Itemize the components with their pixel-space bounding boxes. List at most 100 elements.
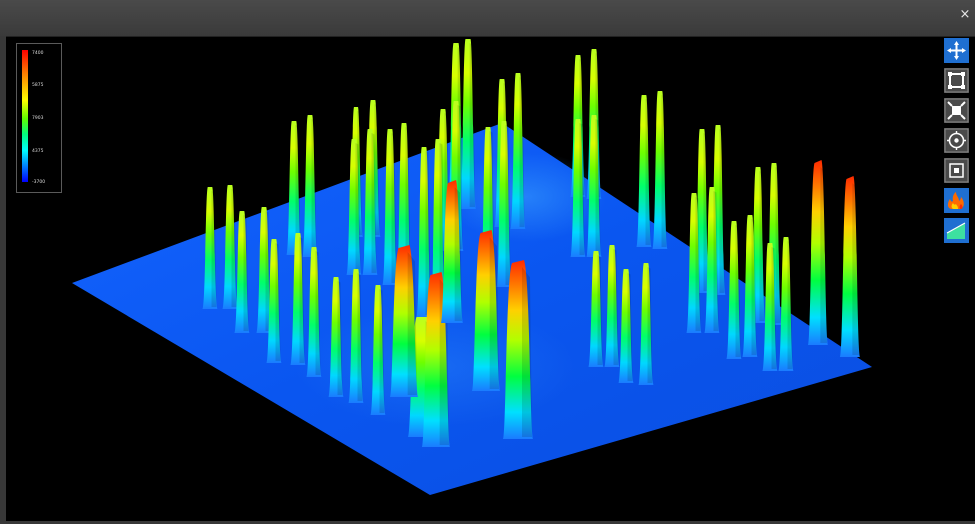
surface-peak xyxy=(588,251,604,367)
surface-peak-shade xyxy=(647,267,653,383)
surface-peak xyxy=(510,73,526,229)
surface-peak xyxy=(638,263,654,385)
surface-peak xyxy=(302,115,318,257)
surface-peak-shade xyxy=(579,123,585,255)
rotate-view-icon xyxy=(944,128,969,153)
window-frame-bottom xyxy=(0,521,975,524)
surface-peak-shade xyxy=(374,104,380,235)
surface-peak xyxy=(290,233,306,365)
move-icon xyxy=(944,38,969,63)
surface-peak xyxy=(202,187,218,309)
surface-plot[interactable] xyxy=(6,37,975,521)
surface-peak-shade xyxy=(337,281,343,395)
surface-peaks xyxy=(202,39,860,447)
surface-peak-hot xyxy=(441,180,463,323)
title-bar: × xyxy=(0,0,975,37)
surface-peak-shade xyxy=(771,247,777,369)
surface-peak-shade xyxy=(454,187,462,321)
surface-peak xyxy=(778,237,794,371)
surface-peak xyxy=(382,129,398,285)
surface-peak-shade xyxy=(820,167,827,343)
surface-peak-shade xyxy=(231,189,237,307)
surface-peak-shade xyxy=(613,249,619,365)
color-scale-legend: 7400 5875 7903 4375 -3700 xyxy=(16,43,62,193)
color-map-icon xyxy=(944,188,969,213)
fit-view-icon xyxy=(944,98,969,123)
surface-peak xyxy=(328,277,344,397)
surface-peak-shade xyxy=(751,219,757,355)
surface-peak-shade xyxy=(275,243,281,361)
surface-peak-shade xyxy=(595,119,601,255)
surface-peak-hot xyxy=(390,245,418,397)
surface-peak-shade xyxy=(371,133,377,273)
zoom-extents-button[interactable] xyxy=(944,68,969,93)
surface-peak-shade xyxy=(719,129,725,293)
legend-tick-label: -3700 xyxy=(32,180,46,185)
surface-peak-shade xyxy=(405,127,411,283)
zoom-region-button[interactable] xyxy=(944,158,969,183)
surface-peak-shade xyxy=(407,252,417,395)
surface-peak-shade xyxy=(425,151,431,315)
surface-peak xyxy=(416,147,432,317)
legend-tick-label: 7903 xyxy=(32,116,44,121)
surface-peak-shade xyxy=(489,237,499,389)
surface-peak-shade xyxy=(391,133,397,283)
surface-peak xyxy=(762,243,778,371)
fit-view-button[interactable] xyxy=(944,98,969,123)
surface-peak-shade xyxy=(265,211,271,331)
surface-peak-shade xyxy=(379,289,385,413)
surface-peak-shade xyxy=(735,225,741,357)
surface-peak xyxy=(570,119,586,257)
surface-profile-icon xyxy=(944,218,969,243)
color-map-button[interactable] xyxy=(944,188,969,213)
surface-peak xyxy=(346,139,362,275)
surface-peak xyxy=(618,269,634,383)
surface-peak-shade xyxy=(759,171,765,321)
surface-peak xyxy=(266,239,282,363)
surface-peak xyxy=(222,185,238,309)
surface-base-plane xyxy=(72,123,872,495)
surface-peak xyxy=(460,39,476,209)
surface-peak xyxy=(370,285,386,415)
surface-peak xyxy=(604,245,620,367)
color-scale-bar xyxy=(22,50,28,182)
surface-peak-shade xyxy=(299,237,305,363)
surface-peak xyxy=(286,121,302,255)
surface-peak-hot xyxy=(472,230,500,391)
surface-peak xyxy=(726,221,742,359)
window-frame-left xyxy=(0,36,6,524)
surface-peak-shade xyxy=(311,119,317,255)
surface-peak xyxy=(256,207,272,333)
surface-peak-shade xyxy=(457,105,463,249)
surface-peak-shade xyxy=(703,133,709,291)
legend-tick-label: 4375 xyxy=(32,149,44,154)
surface-peak-shade xyxy=(295,125,301,253)
surface-peak-shade xyxy=(775,167,781,323)
surface-peak xyxy=(652,91,668,249)
surface-peak-hot xyxy=(840,176,860,357)
zoom-extents-icon xyxy=(944,68,969,93)
surface-profile-button[interactable] xyxy=(944,218,969,243)
surface-peak-shade xyxy=(211,191,217,307)
surface-peak-shade xyxy=(469,43,475,207)
zoom-region-icon xyxy=(944,158,969,183)
move-tool-button[interactable] xyxy=(944,38,969,63)
surface-peak xyxy=(496,121,512,287)
surface-peak-shade xyxy=(355,143,361,273)
surface-peak-shade xyxy=(597,255,603,365)
surface-peak xyxy=(234,211,250,333)
rotate-view-button[interactable] xyxy=(944,128,969,153)
surface-peak-hot xyxy=(503,260,533,439)
3d-surface-viewport[interactable]: 7400 5875 7903 4375 -3700 xyxy=(6,37,975,521)
surface-peak-shade xyxy=(505,125,511,285)
surface-peak xyxy=(586,115,602,257)
legend-tick-label: 5875 xyxy=(32,83,44,88)
surface-peak-shade xyxy=(713,191,719,331)
surface-peak-shade xyxy=(695,197,701,331)
surface-peak xyxy=(348,269,364,403)
surface-peak-shade xyxy=(852,183,859,355)
surface-peak-shade xyxy=(315,251,321,375)
surface-peak-shade xyxy=(357,273,363,401)
close-button[interactable]: × xyxy=(959,7,971,22)
surface-peak-shade xyxy=(519,77,525,227)
